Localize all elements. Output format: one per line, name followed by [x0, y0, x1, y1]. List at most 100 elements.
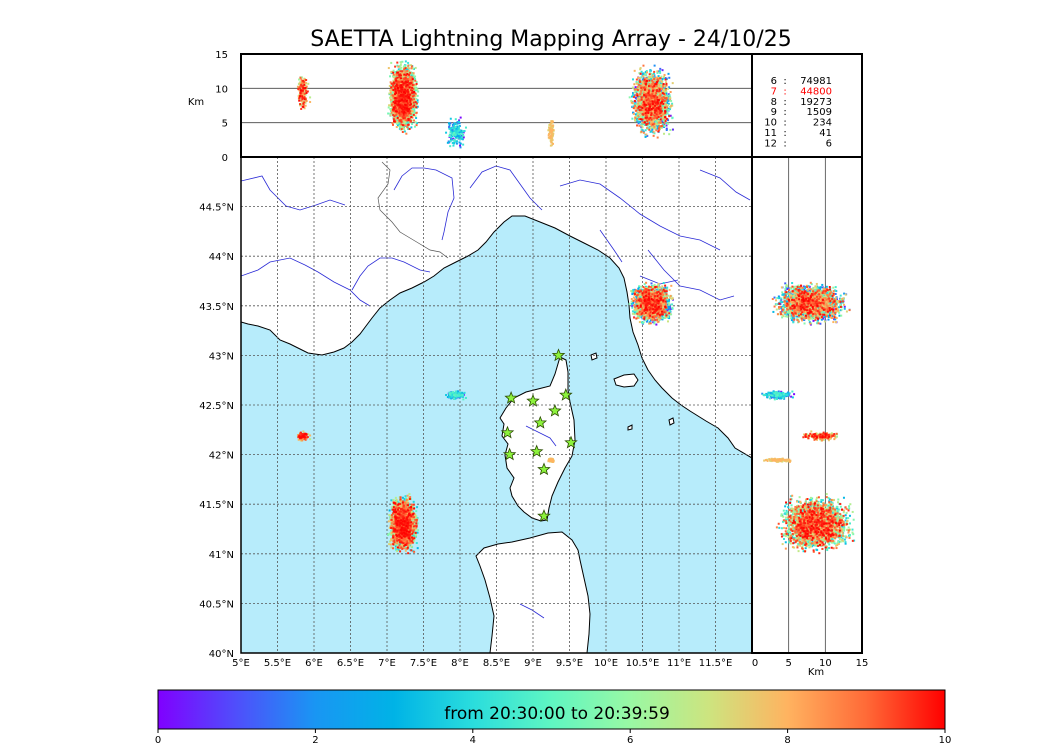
- lightning-source: [640, 290, 643, 293]
- lightning-source: [654, 289, 657, 292]
- lightning-source: [645, 281, 648, 284]
- lightning-source: [395, 498, 398, 501]
- lightning-source: [404, 549, 407, 552]
- lightning-source: [413, 528, 416, 531]
- lightning-source: [633, 291, 636, 294]
- lightning-source: [394, 537, 397, 540]
- lightning-source: [632, 296, 635, 299]
- lightning-source: [643, 288, 646, 291]
- lightning-source: [667, 307, 670, 310]
- lightning-source: [653, 302, 656, 305]
- lightning-source: [631, 301, 634, 304]
- lightning-source: [394, 496, 397, 499]
- map-panel: 5°E 5.5°E 6°E 6.5°E 7°E 7.5°E 8°E 8.5°E 9°E 9.5°E…: [199, 156, 753, 669]
- lightning-source: [669, 308, 672, 311]
- lightning-source: [638, 313, 641, 316]
- lightning-source: [635, 302, 638, 305]
- lightning-source: [659, 298, 662, 301]
- lightning-source: [637, 302, 640, 305]
- lightning-source: [658, 311, 661, 314]
- lightning-source: [664, 284, 667, 287]
- lightning-source: [661, 289, 664, 292]
- lightning-source: [404, 536, 407, 539]
- lightning-source: [412, 500, 415, 503]
- lightning-source: [635, 292, 638, 295]
- lightning-source: [648, 285, 651, 288]
- lightning-source: [664, 290, 667, 293]
- lightning-source: [654, 305, 657, 308]
- lightning-source: [633, 316, 636, 319]
- lightning-source: [645, 297, 648, 300]
- lightning-source: [647, 289, 650, 292]
- lightning-source: [636, 306, 639, 309]
- lightning-source: [664, 305, 667, 308]
- lightning-source: [397, 548, 400, 551]
- lightning-source: [666, 296, 669, 299]
- lightning-source: [400, 537, 403, 540]
- lightning-source: [411, 518, 414, 521]
- lightning-source: [655, 309, 658, 312]
- lightning-source: [631, 293, 634, 296]
- lightning-source: [661, 287, 664, 290]
- lightning-source: [662, 282, 665, 285]
- lightning-source: [413, 521, 416, 524]
- lightning-source: [649, 307, 652, 310]
- lightning-source: [643, 291, 646, 294]
- lightning-source: [637, 307, 640, 310]
- lightning-source: [404, 502, 407, 505]
- lightning-source: [409, 542, 412, 545]
- lightning-source: [646, 299, 649, 302]
- lightning-source: [387, 533, 390, 536]
- lightning-source: [666, 311, 669, 314]
- lightning-source: [651, 316, 654, 319]
- lightning-source: [656, 312, 659, 315]
- lightning-source: [654, 304, 657, 307]
- lightning-source: [411, 521, 414, 524]
- lightning-source: [640, 300, 643, 303]
- lightning-source: [643, 316, 646, 319]
- lightning-source: [662, 300, 665, 303]
- corsica-island: [499, 356, 576, 522]
- lightning-source: [403, 507, 406, 510]
- lightning-source: [405, 505, 408, 508]
- lightning-source: [668, 312, 671, 315]
- lightning-source: [653, 300, 656, 303]
- lightning-source: [404, 540, 407, 543]
- lightning-source: [654, 291, 657, 294]
- lightning-source: [398, 505, 401, 508]
- lightning-source: [645, 314, 648, 317]
- lightning-source: [398, 537, 401, 540]
- lightning-source: [650, 288, 653, 291]
- lightning-source: [668, 288, 671, 291]
- borders-layer: [377, 161, 449, 259]
- lightning-source: [391, 523, 394, 526]
- lightning-source: [648, 286, 651, 289]
- lightning-source: [392, 531, 395, 534]
- lightning-source: [413, 524, 416, 527]
- lightning-source: [648, 300, 651, 303]
- lightning-source: [417, 529, 420, 532]
- lightning-source: [661, 310, 664, 313]
- lightning-source: [637, 309, 640, 312]
- lightning-source: [664, 286, 667, 289]
- lightning-source: [406, 500, 409, 503]
- lightning-source: [389, 543, 392, 546]
- lightning-source: [396, 505, 399, 508]
- lightning-source: [657, 294, 660, 297]
- lightning-source: [666, 309, 669, 312]
- lightning-source: [653, 318, 656, 321]
- lightning-source: [640, 301, 643, 304]
- lightning-source: [410, 504, 413, 507]
- lightning-source: [390, 531, 393, 534]
- chart-title: SAETTA Lightning Mapping Array - 24/10/2…: [310, 27, 791, 52]
- lightning-source: [656, 314, 659, 317]
- lightning-source: [667, 294, 670, 297]
- lightning-source: [653, 320, 656, 323]
- lightning-source: [645, 308, 648, 311]
- lightning-source: [631, 310, 634, 313]
- lightning-source: [636, 312, 639, 315]
- lightning-source: [642, 303, 645, 306]
- lightning-source: [645, 317, 648, 320]
- lightning-source: [669, 294, 672, 297]
- lightning-source: [659, 292, 662, 295]
